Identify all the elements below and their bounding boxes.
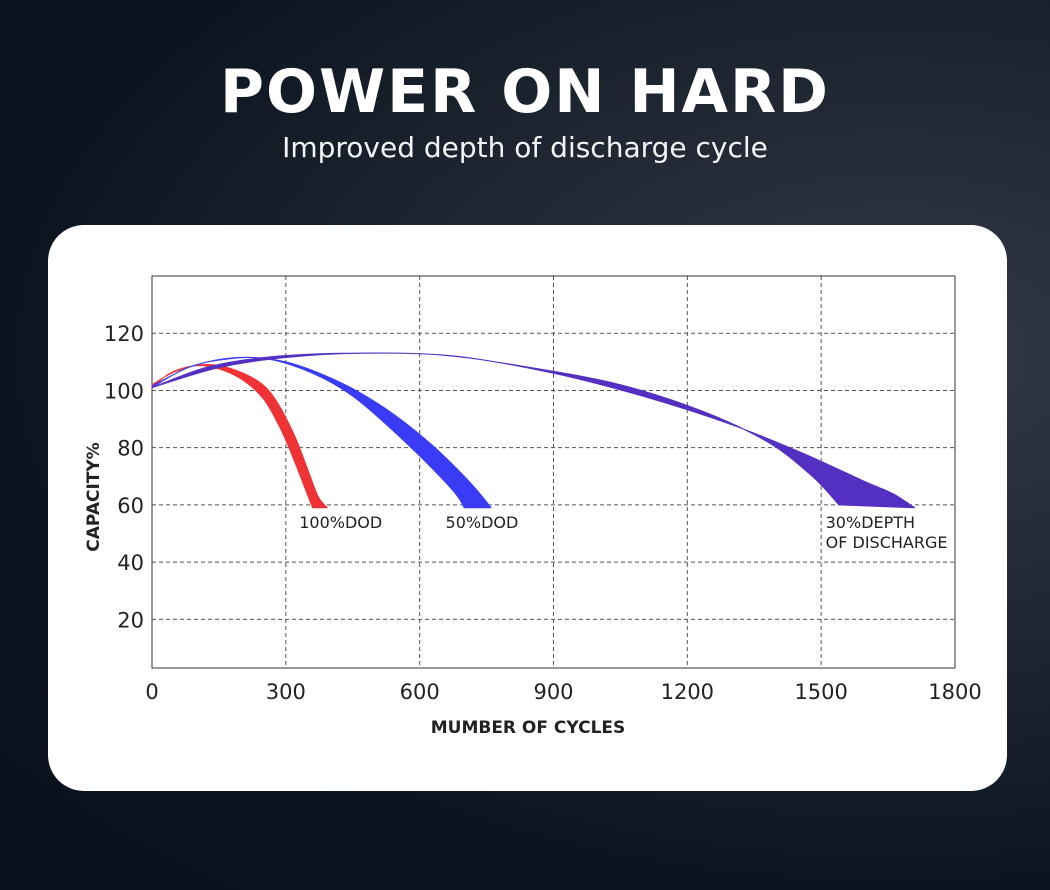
x-tick-label: 1800 [928,680,981,704]
x-tick-labels: 0 300 600 900 1200 1500 1800 [145,680,981,704]
x-tick-label: 300 [266,680,306,704]
series-band-1 [151,363,328,509]
annotation-label: 30%DEPTH [826,513,915,532]
chart-card [48,225,1007,791]
grid-lines [152,276,955,668]
y-tick-labels: 20 40 60 80 100 120 [104,322,144,632]
annotation-label: OF DISCHARGE [826,533,948,552]
page-subtitle: Improved depth of discharge cycle [282,131,768,164]
x-tick-label: 1500 [794,680,847,704]
series-band-3 [151,352,916,509]
y-tick-label: 80 [117,437,144,461]
y-tick-label: 40 [117,551,144,575]
page-title: POWER ON HARD [219,57,830,127]
plot-frame [151,275,956,669]
x-tick-label: 900 [533,680,573,704]
annotation-label: 50%DOD [446,513,519,532]
x-tick-label: 600 [400,680,440,704]
x-tick-label: 0 [145,680,158,704]
y-tick-label: 120 [104,322,144,346]
y-tick-label: 60 [117,494,144,518]
y-axis-label: CAPACITY% [84,442,104,551]
annotation-label: 100%DOD [299,513,382,532]
x-tick-label: 1200 [661,680,714,704]
y-tick-label: 100 [104,379,144,403]
series-band-2 [151,356,492,509]
series-bands [151,352,916,509]
y-tick-label: 20 [117,608,144,632]
x-axis-label: MUMBER OF CYCLES [431,718,626,738]
